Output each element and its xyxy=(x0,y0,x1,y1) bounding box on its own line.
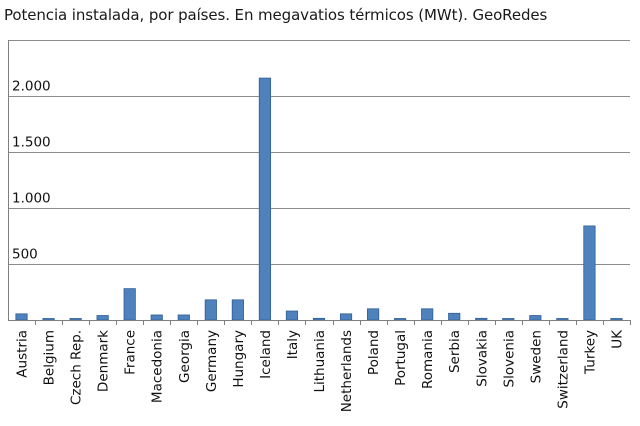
x-tick-label: Georgia xyxy=(177,330,193,383)
bar-portugal xyxy=(394,319,405,321)
x-tick-label: Netherlands xyxy=(339,330,355,412)
bar-czech-rep- xyxy=(70,319,81,321)
x-tick-label: Czech Rep. xyxy=(69,330,85,405)
tick-labels: 500 1.000 1.500 2.000 Austria Belgium Czech Re… xyxy=(12,79,625,413)
bar-austria xyxy=(16,314,27,320)
bar-macedonia xyxy=(151,315,162,320)
bar-lithuania xyxy=(313,318,324,320)
axes xyxy=(8,40,631,325)
x-tick-label: Lithuania xyxy=(312,330,328,393)
bar-netherlands xyxy=(340,314,351,320)
bar-germany xyxy=(205,300,216,320)
x-tick-label: Sweden xyxy=(528,330,544,383)
bars xyxy=(16,78,622,320)
x-tick-label: Macedonia xyxy=(150,330,166,403)
bar-iceland xyxy=(259,78,270,320)
bar-hungary xyxy=(232,300,243,320)
gridlines xyxy=(8,41,630,265)
bar-denmark xyxy=(97,316,108,320)
bar-belgium xyxy=(43,319,54,321)
x-tick-label: Slovakia xyxy=(474,330,490,387)
bar-poland xyxy=(367,309,378,320)
bar-uk xyxy=(611,319,622,321)
x-tick-label: Denmark xyxy=(96,330,112,392)
x-tick-label: Slovenia xyxy=(501,330,517,387)
x-tick-label: France xyxy=(123,330,139,375)
bar-sweden xyxy=(530,316,541,320)
y-tick-label: 1.000 xyxy=(12,191,51,207)
bar-serbia xyxy=(449,313,460,320)
x-tick-label: Germany xyxy=(204,330,220,392)
y-tick-label: 2.000 xyxy=(12,79,51,95)
x-tick-label: Poland xyxy=(366,330,382,375)
bar-switzerland xyxy=(557,319,568,321)
y-tick-label: 500 xyxy=(12,247,38,263)
bar-slovenia xyxy=(503,319,514,321)
bar-italy xyxy=(286,311,297,320)
x-tick-label: Belgium xyxy=(42,330,58,385)
x-tick-label: Serbia xyxy=(447,330,463,373)
bar-france xyxy=(124,289,135,320)
x-tick-label: Turkey xyxy=(582,330,598,375)
bar-turkey xyxy=(584,226,595,320)
x-tick-label: Romania xyxy=(420,330,436,389)
y-tick-label: 1.500 xyxy=(12,135,51,151)
x-tick-label: UK xyxy=(609,329,625,349)
bar-georgia xyxy=(178,315,189,320)
x-tick-label: Hungary xyxy=(231,330,247,388)
bar-slovakia xyxy=(476,318,487,320)
x-tick-label: Switzerland xyxy=(555,330,571,409)
x-tick-label: Italy xyxy=(285,330,301,359)
x-tick-label: Austria xyxy=(15,330,31,378)
x-tick-label: Portugal xyxy=(393,330,409,386)
x-tick-label: Iceland xyxy=(258,330,274,379)
bar-romania xyxy=(421,309,432,320)
